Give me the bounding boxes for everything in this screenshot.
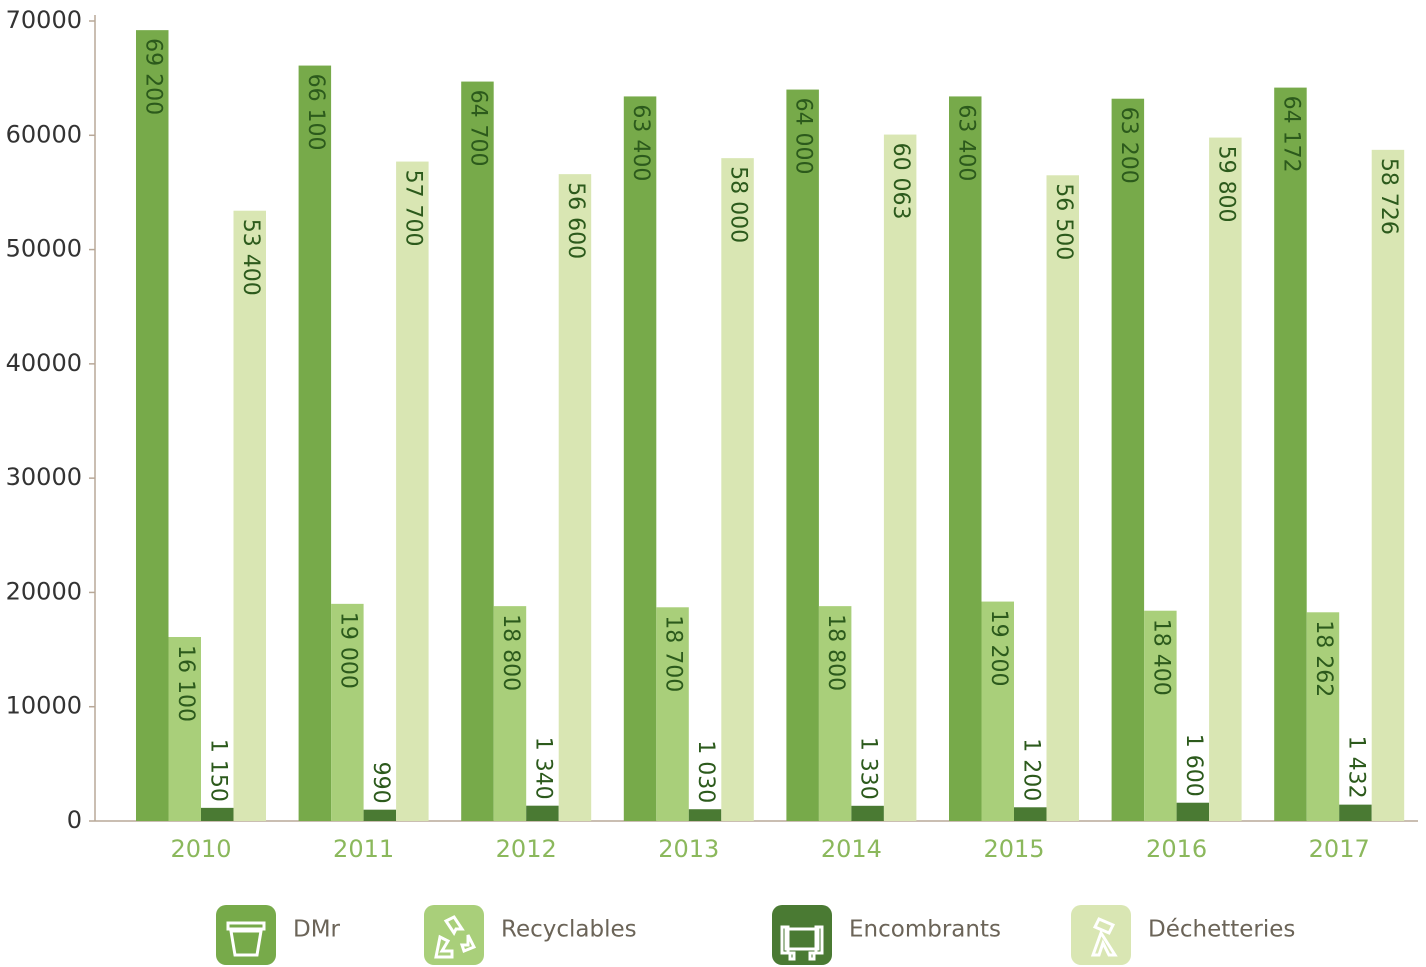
- value-label: 63 400: [953, 104, 978, 181]
- bar: [558, 174, 592, 822]
- value-label: 18 400: [1148, 619, 1173, 696]
- y-tick-label: 30000: [6, 463, 82, 491]
- value-label: 990: [368, 762, 393, 804]
- bar: [461, 81, 494, 822]
- bar: [1111, 98, 1145, 821]
- legend-icon: [226, 921, 266, 957]
- legend-item: Recyclables: [424, 905, 637, 965]
- legend-item: Déchetteries: [1071, 905, 1295, 965]
- value-label: 1 200: [1018, 738, 1043, 801]
- y-tick-label: 60000: [6, 120, 82, 148]
- legend-label: Encombrants: [849, 917, 1001, 943]
- bar: [233, 210, 266, 821]
- value-label: 64 700: [465, 90, 490, 167]
- value-label: 58 726: [1376, 158, 1401, 235]
- value-label: 18 700: [661, 615, 686, 692]
- bar: [1306, 612, 1340, 821]
- value-label: 18 262: [1311, 620, 1336, 697]
- value-label: 64 172: [1278, 96, 1303, 173]
- value-label: 18 800: [498, 614, 523, 691]
- value-label: 64 000: [791, 98, 816, 175]
- legend-item: DMr: [216, 905, 341, 965]
- bar: [201, 807, 234, 821]
- y-tick-label: 50000: [6, 235, 82, 263]
- value-label: 16 100: [173, 645, 198, 722]
- y-tick-label: 70000: [6, 6, 82, 34]
- value-label: 58 000: [726, 166, 751, 243]
- bar: [493, 606, 527, 821]
- value-label: 53 400: [238, 219, 263, 296]
- x-tick-label: 2014: [821, 835, 882, 863]
- bar: [1176, 802, 1210, 821]
- legend-item: Encombrants: [772, 905, 1001, 965]
- x-tick-label: 2013: [658, 835, 719, 863]
- y-tick-label: 0: [67, 806, 82, 834]
- bar: [688, 809, 722, 821]
- bar: [656, 607, 689, 821]
- legend-label: DMr: [293, 917, 341, 943]
- bar: [1371, 149, 1405, 822]
- x-tick-label: 2015: [983, 835, 1044, 863]
- x-tick-label: 2012: [496, 835, 557, 863]
- legend-label: Déchetteries: [1148, 917, 1295, 943]
- value-label: 1 150: [205, 739, 230, 802]
- bar: [1014, 807, 1047, 821]
- value-label: 18 800: [823, 614, 848, 691]
- legend-icon: [1090, 917, 1118, 957]
- bar: [526, 805, 559, 821]
- bar: [1339, 804, 1372, 821]
- legend-swatch: [216, 905, 276, 965]
- value-label: 57 700: [400, 170, 425, 247]
- x-tick-label: 2010: [170, 835, 231, 863]
- bar: [851, 805, 884, 821]
- value-label: 1 432: [1343, 736, 1368, 799]
- value-label: 1 600: [1181, 734, 1206, 797]
- value-label: 1 340: [530, 737, 555, 800]
- value-label: 59 800: [1213, 146, 1238, 223]
- value-label: 19 000: [335, 612, 360, 689]
- y-tick-label: 20000: [6, 577, 82, 605]
- value-label: 63 200: [1116, 107, 1141, 184]
- x-tick-label: 2016: [1146, 835, 1207, 863]
- bar: [981, 601, 1014, 821]
- bar: [363, 809, 397, 821]
- bar: [1046, 175, 1079, 822]
- bar: [883, 134, 917, 821]
- y-tick-label: 10000: [6, 692, 82, 720]
- value-label: 69 200: [140, 38, 165, 115]
- value-label: 1 330: [856, 737, 881, 800]
- bar: [623, 96, 657, 821]
- bar: [949, 96, 982, 821]
- x-tick-label: 2017: [1309, 835, 1370, 863]
- bar: [396, 161, 429, 822]
- value-label: 60 063: [888, 143, 913, 220]
- bar: [721, 158, 754, 822]
- x-tick-label: 2011: [333, 835, 394, 863]
- value-label: 66 100: [303, 74, 328, 151]
- value-label: 56 500: [1051, 183, 1076, 260]
- bar: [136, 30, 169, 821]
- value-label: 1 030: [693, 740, 718, 803]
- value-label: 56 600: [563, 182, 588, 259]
- bar: [298, 65, 332, 822]
- bar: [818, 606, 852, 821]
- bar: [1274, 87, 1307, 821]
- bar: [1209, 137, 1242, 822]
- legend-icon: [780, 925, 824, 961]
- bar: [331, 603, 364, 821]
- bar: [1144, 610, 1177, 821]
- value-label: 19 200: [986, 610, 1011, 687]
- bar: [168, 637, 201, 821]
- legend-icon: [434, 915, 477, 959]
- y-tick-label: 40000: [6, 349, 82, 377]
- value-label: 63 400: [628, 104, 653, 181]
- legend-label: Recyclables: [501, 917, 637, 943]
- bar: [786, 89, 819, 822]
